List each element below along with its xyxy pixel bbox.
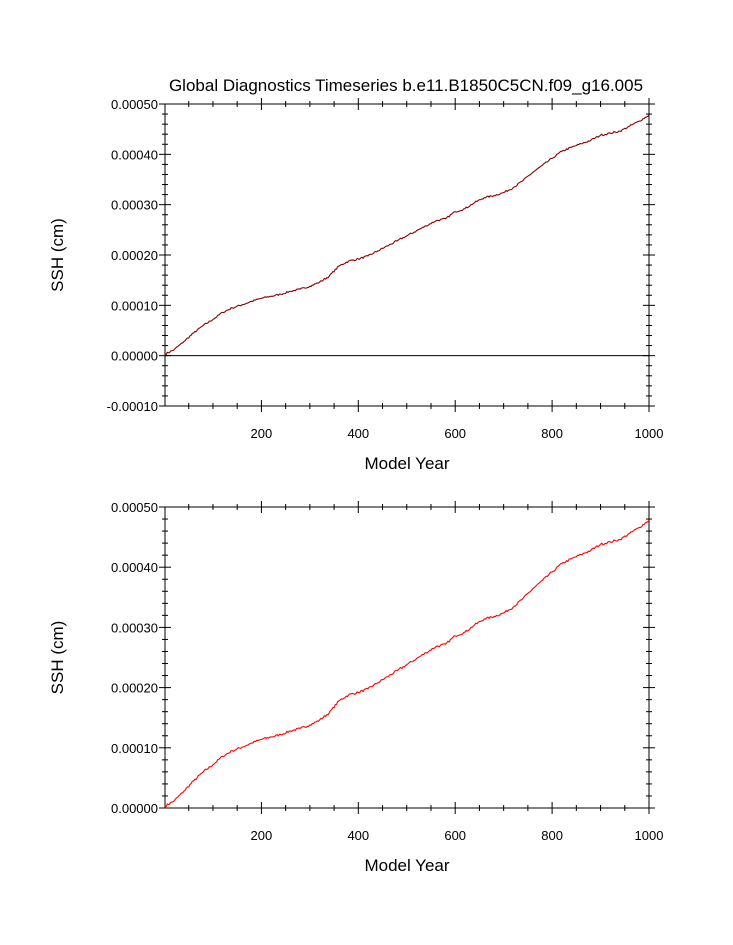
x-tick-label: 200	[251, 426, 273, 441]
y-tick-label: 0.00020	[111, 248, 158, 263]
y-axis-title: SSH (cm)	[48, 621, 67, 695]
x-axis-title: Model Year	[364, 454, 449, 473]
x-tick-label: 800	[541, 828, 563, 843]
y-tick-label: 0.00010	[111, 741, 158, 756]
x-tick-label: 1000	[635, 828, 664, 843]
top-panel: -0.00010 0.00000 0.00010 0.00020 0.00030 0.00…	[48, 97, 663, 473]
series-line	[164, 519, 650, 808]
x-tick-label: 800	[541, 426, 563, 441]
y-tick-label: 0.00050	[111, 500, 158, 515]
x-tick-label: 600	[444, 828, 466, 843]
y-tick-label: 0.00000	[111, 349, 158, 364]
y-tick-label: 0.00020	[111, 681, 158, 696]
y-tick-label: 0.00000	[111, 801, 158, 816]
x-tick-label: 200	[251, 828, 273, 843]
x-axis-title: Model Year	[364, 856, 449, 875]
x-tick-label: 600	[444, 426, 466, 441]
figure-title: Global Diagnostics Timeseries b.e11.B185…	[169, 76, 643, 95]
y-tick-label: 0.00030	[111, 198, 158, 213]
plot-frame	[164, 103, 650, 407]
bottom-panel: 0.00000 0.00010 0.00020 0.00030 0.00040 0.000…	[48, 500, 663, 875]
x-tick-label: 400	[347, 828, 369, 843]
y-tick-label: 0.00010	[111, 298, 158, 313]
y-tick-label: 0.00030	[111, 620, 158, 635]
series-line	[164, 114, 650, 356]
y-tick-label: 0.00040	[111, 147, 158, 162]
y-tick-label: -0.00010	[107, 399, 158, 414]
x-tick-label: 1000	[635, 426, 664, 441]
y-tick-label: 0.00050	[111, 97, 158, 112]
y-tick-label: 0.00040	[111, 560, 158, 575]
y-axis-title: SSH (cm)	[48, 218, 67, 292]
plot-frame	[164, 506, 650, 809]
x-tick-label: 400	[347, 426, 369, 441]
